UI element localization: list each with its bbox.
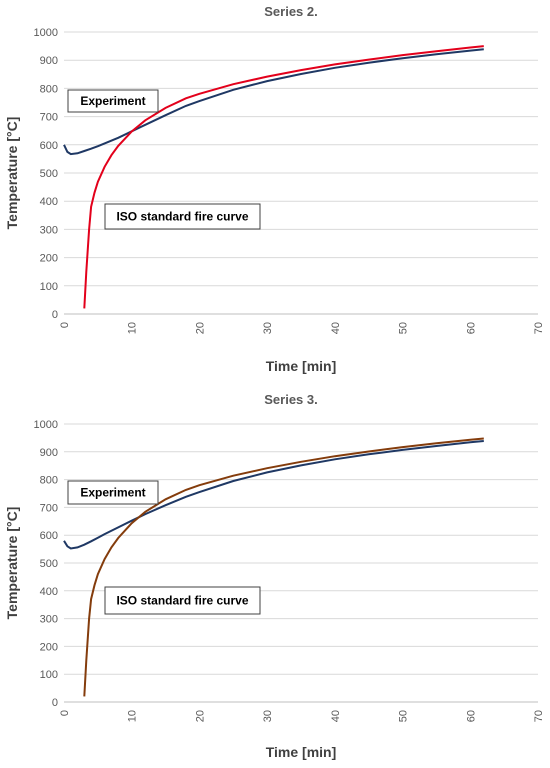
x-tick-label: 30: [262, 322, 274, 334]
series-line-2: [83, 45, 484, 309]
y-axis-title: Temperature [°C]: [4, 507, 20, 620]
x-tick-label: 70: [533, 322, 545, 334]
y-tick-label: 1000: [34, 27, 58, 39]
y-tick-label: 600: [40, 530, 58, 542]
chart-series-2: 0 100 200 300 400 500 600 700 800 900 1000 0 10 20 30 4…: [4, 4, 545, 374]
y-tick-label: 800: [40, 475, 58, 487]
y-tick-label: 700: [40, 502, 58, 514]
y-tick-label: 800: [40, 83, 58, 95]
y-axis-title: Temperature [°C]: [4, 117, 20, 230]
x-tick-label: 70: [533, 710, 545, 722]
chart-title: Series 2.: [264, 4, 318, 19]
annotation-box: [67, 89, 159, 113]
x-tick-label: 40: [330, 322, 342, 334]
chart-series-3: 0 100 200 300 400 500 600 700 800 900 1000 0 10 20 30 4…: [0, 388, 550, 768]
y-tick-label: 200: [40, 253, 58, 265]
y-tick-label: 400: [40, 586, 58, 598]
y-tick-label: 100: [40, 669, 58, 681]
annotation-label: Experiment: [80, 94, 145, 108]
x-tick-label: 40: [330, 710, 342, 722]
annotation-label: ISO standard fire curve: [116, 210, 248, 224]
x-tick-label: 20: [194, 710, 206, 722]
x-tick-label: 30: [262, 710, 274, 722]
x-tick-label: 60: [465, 322, 477, 334]
annotation-label: ISO standard fire curve: [116, 594, 248, 608]
y-tick-label: 300: [40, 224, 58, 236]
x-axis-title: Time [min]: [266, 358, 337, 374]
annotation-box: [104, 203, 261, 230]
x-tick-label: 0: [59, 322, 71, 328]
series-line-1: [63, 440, 484, 550]
y-tick-label: 200: [40, 641, 58, 653]
annotation-label: Experiment: [80, 486, 145, 500]
y-tick-label: 0: [52, 697, 58, 709]
y-tick-label: 600: [40, 140, 58, 152]
y-tick-label: 700: [40, 112, 58, 124]
series-line-2: [83, 437, 484, 697]
chart-series-2-svg: 0 100 200 300 400 500 600 700 800 900 1000 0 10 20 30 4…: [4, 4, 545, 374]
y-tick-label: 500: [40, 168, 58, 180]
x-tick-label: 50: [398, 710, 410, 722]
x-tick-label: 60: [465, 710, 477, 722]
annotation-box: [67, 480, 159, 505]
chart-series-3-svg: 0 100 200 300 400 500 600 700 800 900 1000 0 10 20 30 4…: [4, 392, 545, 760]
x-tick-label: 0: [59, 710, 71, 716]
series-line-1: [63, 48, 484, 156]
x-tick-label: 10: [127, 710, 139, 722]
y-tick-label: 900: [40, 447, 58, 459]
x-tick-label: 50: [398, 322, 410, 334]
x-axis-title: Time [min]: [266, 744, 337, 760]
y-tick-label: 100: [40, 281, 58, 293]
chart-title: Series 3.: [264, 392, 318, 407]
annotation-box: [104, 586, 261, 615]
y-tick-label: 900: [40, 55, 58, 67]
x-tick-label: 10: [127, 322, 139, 334]
y-tick-label: 400: [40, 196, 58, 208]
y-tick-label: 0: [52, 309, 58, 321]
y-tick-label: 1000: [34, 419, 58, 431]
x-tick-label: 20: [194, 322, 206, 334]
y-tick-label: 500: [40, 558, 58, 570]
y-tick-label: 300: [40, 614, 58, 626]
